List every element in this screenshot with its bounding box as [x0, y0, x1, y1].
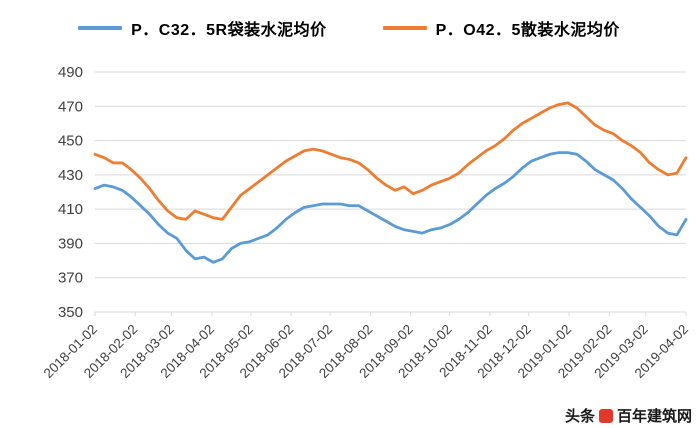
watermark-logo-icon — [598, 408, 613, 423]
y-tick-label: 390 — [58, 235, 83, 252]
legend: P．C32．5R袋装水泥均价 P．O42．5散装水泥均价 — [0, 16, 698, 40]
watermark-name: 百年建筑网 — [616, 408, 692, 425]
series1-line-swatch — [78, 26, 123, 30]
y-tick-label: 490 — [58, 64, 83, 81]
y-tick-label: 470 — [58, 98, 83, 115]
y-tick-label: 370 — [58, 270, 83, 287]
x-axis-labels: 2018-01-022018-02-022018-03-022018-04-02… — [41, 312, 691, 381]
y-tick-label: 430 — [58, 167, 83, 184]
y-tick-label: 410 — [58, 201, 83, 218]
legend-item-series1: P．C32．5R袋装水泥均价 — [78, 16, 326, 40]
legend-item-series2: P．O42．5散装水泥均价 — [382, 16, 620, 40]
gridlines — [95, 71, 686, 313]
series-line-2 — [93, 101, 688, 221]
y-tick-label: 450 — [58, 133, 83, 150]
y-axis-labels: 350 370 390 410 430 450 470 490 — [58, 64, 83, 321]
y-tick-label: 350 — [58, 304, 83, 321]
series-line-1 — [93, 151, 688, 264]
watermark: 头条 百年建筑网 — [565, 405, 692, 426]
watermark-prefix: 头条 — [564, 408, 595, 425]
series2-line-swatch — [382, 26, 427, 30]
series2-label: P．O42．5散装水泥均价 — [435, 22, 620, 39]
series1-label: P．C32．5R袋装水泥均价 — [131, 22, 327, 39]
